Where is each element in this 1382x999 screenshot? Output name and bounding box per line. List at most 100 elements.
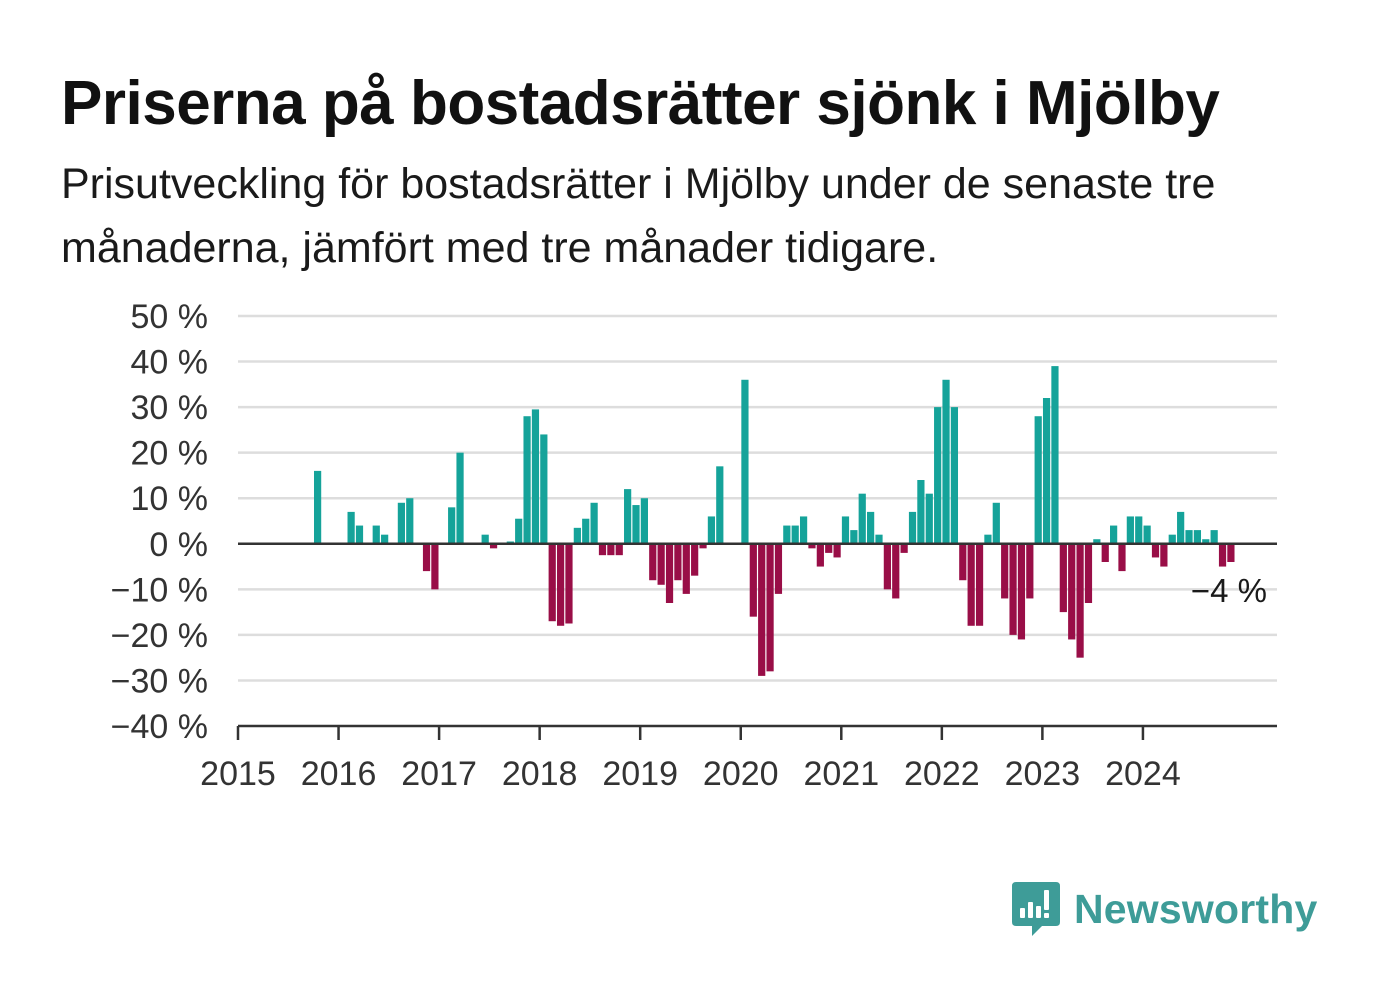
- bar-negative: [883, 543, 891, 590]
- bar-negative: [758, 543, 766, 676]
- bar-positive: [908, 511, 917, 544]
- last-value-label: −4 %: [1191, 572, 1267, 609]
- bar-negative: [1009, 543, 1017, 635]
- bar-positive: [1034, 416, 1042, 544]
- y-tick-label: −20 %: [111, 617, 208, 655]
- bar-negative: [431, 543, 439, 590]
- bar-positive: [1110, 525, 1118, 544]
- bar-negative: [1160, 543, 1168, 567]
- y-tick-label: 0 %: [149, 526, 208, 564]
- bar-positive: [632, 505, 640, 544]
- bar-negative: [774, 543, 783, 594]
- bar-positive: [355, 525, 364, 544]
- bar-positive: [456, 452, 464, 544]
- bar-positive: [640, 498, 648, 544]
- y-tick-label: 20 %: [131, 435, 209, 473]
- bar-negative: [699, 543, 707, 549]
- bar-positive: [841, 516, 850, 544]
- x-tick-label: 2024: [1105, 755, 1181, 793]
- bar-negative: [1084, 543, 1093, 603]
- bar-negative: [1151, 543, 1160, 558]
- bar-negative: [489, 543, 498, 549]
- bar-positive: [1126, 516, 1134, 544]
- x-tick-label: 2016: [301, 755, 377, 793]
- bar-positive: [1135, 516, 1143, 544]
- bar-negative: [649, 543, 657, 581]
- bar-negative: [674, 543, 682, 581]
- bar-negative: [766, 543, 774, 672]
- bar-positive: [716, 466, 724, 544]
- bar-negative: [1026, 543, 1034, 599]
- bar-negative: [1101, 543, 1109, 562]
- bar-positive: [850, 530, 858, 544]
- bar-positive: [1168, 534, 1176, 544]
- bar-positive: [523, 416, 531, 544]
- bar-negative: [833, 543, 841, 558]
- bar-negative: [691, 543, 699, 576]
- bar-positive: [1185, 530, 1193, 544]
- bar-positive: [1202, 539, 1210, 544]
- bar-negative: [615, 543, 623, 556]
- y-tick-label: −30 %: [111, 662, 208, 700]
- bar-chart-speech-bubble-icon: [1012, 882, 1060, 936]
- chart-subtitle: Prisutveckling för bostadsrätter i Mjölb…: [61, 160, 1216, 272]
- bar-positive: [867, 511, 875, 544]
- bar-positive: [381, 534, 389, 544]
- x-axis-labels: 2015 2016 2017 2018 2019 2020 2021 2022 2023 2024: [200, 755, 1181, 793]
- bar-negative: [967, 543, 975, 626]
- y-tick-label: −40 %: [111, 708, 208, 746]
- bar-positive: [917, 480, 925, 544]
- bar-positive: [934, 407, 942, 544]
- bar-negative: [825, 543, 833, 553]
- bar-positive: [707, 516, 716, 544]
- axes: [236, 542, 1277, 740]
- bar-negative: [556, 543, 565, 626]
- bar-positive: [791, 525, 799, 544]
- bar-positive: [448, 507, 456, 544]
- bar-positive: [1193, 530, 1202, 544]
- bar-positive: [406, 498, 414, 544]
- bar-negative: [665, 543, 674, 603]
- y-tick-label: 50 %: [131, 298, 209, 336]
- y-tick-label: 40 %: [131, 344, 209, 382]
- bar-positive: [515, 518, 523, 544]
- bar-negative: [892, 543, 900, 599]
- bar-positive: [942, 379, 950, 544]
- bar-negative: [1218, 543, 1227, 567]
- chart-title: Priserna på bostadsrätter sjönk i Mjölby: [61, 69, 1220, 138]
- grid-lines: [238, 314, 1277, 682]
- bar-negative: [959, 543, 967, 581]
- bar-positive: [590, 502, 598, 544]
- bar-positive: [531, 409, 540, 544]
- bar-negative: [749, 543, 757, 617]
- x-tick-label: 2018: [502, 755, 578, 793]
- x-tick-label: 2023: [1005, 755, 1081, 793]
- bar-negative: [1076, 543, 1084, 658]
- bar-positive: [783, 525, 791, 544]
- bar-positive: [624, 489, 632, 544]
- x-tick-label: 2021: [803, 755, 879, 793]
- bar-negative: [1017, 543, 1026, 640]
- y-tick-label: −10 %: [111, 571, 208, 609]
- brand-name: Newsworthy: [1074, 885, 1318, 932]
- bar-positive: [858, 493, 866, 544]
- bar-positive: [875, 534, 883, 544]
- y-tick-label: 10 %: [131, 480, 209, 518]
- bar-negative: [816, 543, 824, 567]
- bar-negative: [975, 543, 984, 626]
- bar-positive: [992, 502, 1000, 544]
- bar-positive: [741, 379, 749, 544]
- bar-negative: [607, 543, 615, 556]
- bar-positive: [1210, 530, 1218, 544]
- bar-positive: [950, 407, 959, 544]
- bar-positive: [1143, 525, 1151, 544]
- x-tick-label: 2020: [703, 755, 779, 793]
- bar-positive: [1093, 539, 1101, 544]
- bar-positive: [925, 493, 933, 544]
- bar-negative: [900, 543, 908, 553]
- x-tick-label: 2017: [401, 755, 477, 793]
- bar-positive: [481, 534, 489, 544]
- bar-negative: [1001, 543, 1009, 599]
- bar-positive: [1042, 398, 1051, 544]
